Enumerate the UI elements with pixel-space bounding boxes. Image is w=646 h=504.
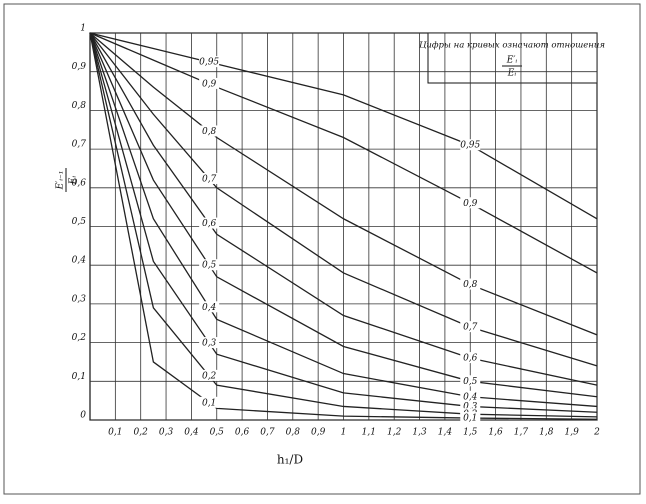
curve [89,32,598,420]
x-tick-label: 1,2 [387,428,402,438]
curve-label: 0,7 [463,323,478,333]
x-tick-label: 1,4 [438,428,453,438]
x-tick-label: 1,8 [539,428,554,438]
x-tick-label: 0,4 [184,428,199,438]
x-tick-label: 0,2 [134,428,149,438]
curve-label: 0,8 [202,127,217,137]
x-tick-label: 1,3 [412,428,427,438]
curve-label: 0,4 [463,392,478,402]
y-tick-label: 0,1 [72,372,86,382]
curve-label-bg [460,412,481,424]
curve-label-bg [199,337,220,349]
y-tick-label: 0,8 [72,101,87,111]
curve-label-bg [199,56,220,68]
curve-label: 0,2 [202,371,217,381]
y-label-denominator: Eᵢ [69,176,79,186]
curve [89,32,598,220]
curve-label-bg [460,197,481,209]
curve [89,32,598,398]
curve-label: 0,5 [202,261,217,271]
y-tick-label: 0,6 [72,178,87,188]
curve [89,32,598,408]
curve-label-bg [460,278,481,290]
curve-label: 0,3 [463,402,478,412]
curve-label-bg [199,369,220,381]
curve-label-bg [199,172,220,184]
x-tick-label: 0,6 [235,428,250,438]
curve-label: 0,9 [463,199,478,209]
x-tick-label: 0,3 [159,428,174,438]
x-tick-label: 1 [341,428,347,438]
curve [89,32,598,386]
curve-label: 0,6 [463,354,478,364]
x-tick-label: 1,5 [463,428,478,438]
curve [89,32,598,336]
curve-label-bg [460,139,481,151]
y-tick-label: 1 [80,24,86,34]
curve-label-bg [460,352,481,364]
legend-frame [427,32,598,84]
page-frame [3,3,641,495]
curve [89,32,598,418]
curve [89,32,598,367]
curve-label-bg [460,321,481,333]
curve-label: 0,8 [463,280,478,290]
curve-label-bg [199,259,220,271]
curve-label-bg [199,396,220,408]
curve-label: 0,6 [202,219,217,229]
curve-label: 0,95 [199,58,219,68]
curve-label: 0,9 [202,79,217,89]
legend-denominator: Eᵢ [507,69,517,79]
x-tick-label: 1,6 [488,428,503,438]
legend-numerator: E′ᵢ [506,56,518,66]
y-tick-label: 0,2 [72,333,87,343]
curve-label: 0,95 [460,141,480,151]
x-axis-label: h₁/D [277,453,303,467]
y-tick-label: 0,7 [72,140,87,150]
x-tick-label: 0,5 [210,428,225,438]
curve-label-bg [460,375,481,387]
curve [89,32,598,413]
x-tick-label: 1,7 [514,428,529,438]
curve-label: 0,3 [202,339,217,349]
x-tick-label: 0,1 [108,428,122,438]
x-tick-label: 1,1 [362,428,376,438]
curve-label-bg [199,301,220,313]
y-axis-label: E′ᵢ₋₁ Eᵢ [56,168,79,192]
curve-label-bg [460,400,481,412]
curve-label: 0,1 [463,414,477,424]
curve-label: 0,1 [202,398,216,408]
curve-label: 0,4 [202,303,217,313]
y-tick-label: 0 [80,411,86,421]
legend-text: Цифры на кривых означают отношения [419,41,605,51]
x-tick-label: 0,9 [311,428,326,438]
curve-label: 0,7 [202,174,217,184]
curve-label-bg [460,390,481,402]
y-tick-label: 0,4 [72,256,87,266]
curve-label-bg [199,125,220,137]
curve-label-bg [199,77,220,89]
legend-box: Цифры на кривых означают отношения E′ᵢ E… [419,32,605,84]
y-tick-label: 0,5 [72,217,87,227]
x-tick-label: 0,7 [260,428,275,438]
x-tick-label: 1,9 [564,428,579,438]
curve [89,32,598,274]
x-tick-label: 0,8 [286,428,301,438]
x-tick-label: 2 [593,428,600,438]
y-tick-label: 0,3 [72,294,87,304]
curve-label-bg [199,217,220,229]
y-label-numerator: E′ᵢ₋₁ [56,171,66,191]
y-tick-label: 0,9 [72,62,87,72]
curve-label: 0,5 [463,377,478,387]
